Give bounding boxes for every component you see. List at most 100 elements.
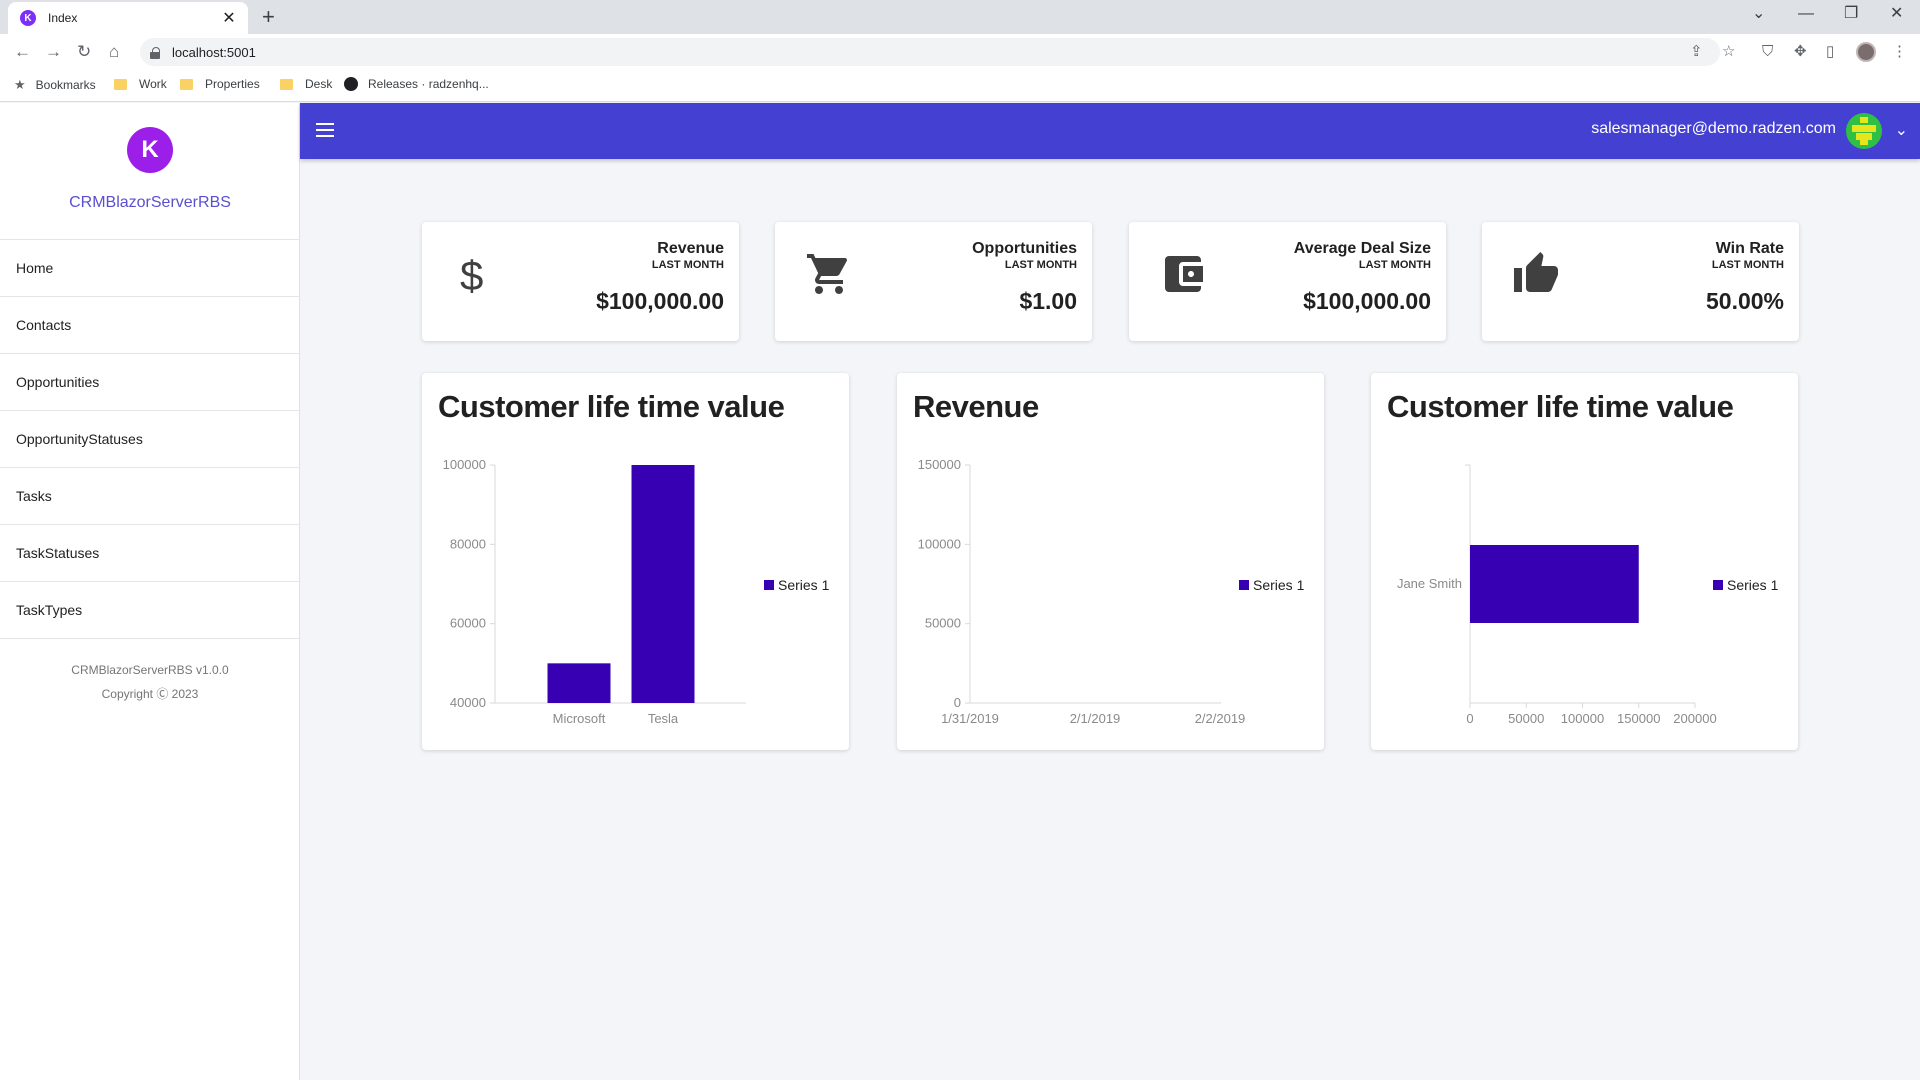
app-name: CRMBlazorServerRBS (69, 194, 231, 211)
sidebar-item-task-statuses[interactable]: TaskStatuses (0, 525, 300, 582)
side-panel-icon[interactable]: ▯ (1826, 43, 1835, 60)
reload-icon[interactable]: ↻ (77, 42, 92, 61)
stat-subtitle: LAST MONTH (1711, 259, 1784, 271)
folder-icon (280, 78, 293, 90)
browser-tab-strip: K Index ✕ + ⌄ — ❐ ✕ (0, 0, 1920, 34)
chart-card-customer-ltv-horizontal: Customer life time value Jane Smith 0 500… (1371, 373, 1798, 750)
sidebar-item-opportunity-statuses[interactable]: OpportunityStatuses (0, 411, 300, 468)
stat-card-revenue: $ Revenue LAST MONTH $100,000.00 (422, 222, 739, 341)
sidebar-menu: Home Contacts Opportunities OpportunityS… (0, 239, 300, 639)
bookmark-label: Properties (205, 77, 260, 91)
stat-card-win-rate: Win Rate LAST MONTH 50.00% (1482, 222, 1799, 341)
folder-icon (114, 78, 127, 90)
hamburger-menu-icon[interactable] (316, 123, 334, 137)
bar-jane-smith (1470, 545, 1639, 623)
chart-card-customer-ltv: Customer life time value 100000 80000 6000… (422, 373, 849, 750)
share-icon[interactable]: ⇪ (1690, 43, 1703, 60)
chevron-down-icon[interactable]: ⌄ (1894, 122, 1908, 139)
stat-card-average-deal-size: Average Deal Size LAST MONTH $100,000.00 (1129, 222, 1446, 341)
x-tick-label: 50000 (1508, 711, 1544, 726)
x-tick-label: Microsoft (553, 711, 606, 726)
legend-swatch (1713, 580, 1723, 590)
minimize-icon[interactable]: — (1798, 5, 1814, 22)
sidebar-item-tasks[interactable]: Tasks (0, 468, 300, 525)
y-tick-label: 100000 (443, 457, 486, 472)
x-tick-label: 1/31/2019 (941, 711, 999, 726)
customer-ltv-bar-chart: 100000 80000 60000 40000 Microsoft Tesla Ser… (443, 457, 830, 726)
folder-icon (180, 78, 193, 90)
chart-card-revenue: Revenue 150000 100000 50000 0 1/31/2019 2/1/… (897, 373, 1324, 750)
stat-title: Average Deal Size (1293, 240, 1431, 257)
x-tick-label: 0 (1466, 711, 1473, 726)
stat-subtitle: LAST MONTH (651, 259, 724, 271)
app-logo-icon: K (127, 127, 173, 173)
x-tick-label: 150000 (1617, 711, 1660, 726)
stat-subtitle: LAST MONTH (1358, 259, 1431, 271)
bookmark-item-desk[interactable]: Desk (280, 77, 332, 91)
more-menu-icon[interactable]: ⋮ (1892, 43, 1907, 60)
bookmark-label: Work (139, 77, 167, 91)
sidebar-item-opportunities[interactable]: Opportunities (0, 354, 300, 411)
github-icon (344, 77, 358, 91)
browser-tab[interactable]: K Index ✕ (8, 2, 248, 34)
address-input[interactable]: localhost:5001 (140, 38, 1720, 66)
stat-title: Opportunities (972, 240, 1077, 257)
y-tick-label: 0 (954, 695, 961, 710)
new-tab-icon[interactable]: + (262, 4, 275, 29)
user-email[interactable]: salesmanager@demo.radzen.com (1591, 120, 1836, 137)
app-header: salesmanager@demo.radzen.com ⌄ (300, 103, 1920, 159)
wallet-icon (1165, 256, 1203, 292)
tab-search-icon[interactable]: ⌄ (1752, 5, 1766, 22)
chart-title: Customer life time value (438, 389, 785, 424)
legend-swatch (1239, 580, 1249, 590)
sidebar-item-task-types[interactable]: TaskTypes (0, 582, 300, 639)
user-avatar[interactable] (1846, 113, 1882, 149)
y-tick-label: 40000 (450, 695, 486, 710)
customer-ltv-horizontal-bar-chart: Jane Smith 0 50000 100000 150000 200000 Seri… (1397, 464, 1779, 726)
shield-extension-icon[interactable]: ⛉ (1762, 43, 1774, 60)
sidebar-item-contacts[interactable]: Contacts (0, 297, 300, 354)
restore-icon[interactable]: ❐ (1844, 5, 1859, 22)
bookmark-item-work[interactable]: Work (114, 77, 167, 91)
bookmark-label: Releases · radzenhq... (368, 77, 489, 91)
back-icon[interactable]: ← (14, 42, 31, 61)
revenue-line-chart: 150000 100000 50000 0 1/31/2019 2/1/2019 2/2/… (918, 457, 1305, 726)
bookmark-item-properties[interactable]: Properties (180, 77, 260, 91)
app-favicon-icon: K (20, 10, 36, 26)
legend-label: Series 1 (778, 577, 830, 593)
stat-value: $1.00 (1019, 288, 1077, 314)
close-tab-icon[interactable]: ✕ (222, 10, 236, 27)
bar-tesla (631, 465, 695, 703)
x-tick-label: Tesla (648, 711, 679, 726)
home-icon[interactable]: ⌂ (109, 42, 120, 61)
copyright: Copyright Ⓒ 2023 (101, 687, 199, 701)
svg-text:$: $ (460, 252, 483, 298)
forward-icon[interactable]: → (45, 42, 62, 61)
sidebar-item-home[interactable]: Home (0, 240, 300, 297)
bookmarks-bar: ★ Bookmarks Work Properties Desk Release… (0, 70, 1920, 102)
legend-swatch (764, 580, 774, 590)
bookmark-label: Desk (305, 77, 333, 91)
stat-value: $100,000.00 (1303, 288, 1431, 314)
bookmark-item-bookmarks[interactable]: ★ Bookmarks (14, 77, 96, 93)
stat-title: Win Rate (1715, 240, 1784, 257)
star-icon: ★ (14, 77, 26, 92)
stat-subtitle: LAST MONTH (1004, 259, 1077, 271)
x-tick-label: 2/2/2019 (1195, 711, 1246, 726)
tab-title: Index (48, 11, 78, 25)
lock-icon[interactable] (150, 46, 160, 59)
thumb-up-icon (1514, 252, 1558, 292)
x-tick-label: 200000 (1673, 711, 1716, 726)
address-bar-row: ← → ↻ ⌂ localhost:5001 ⇪ ☆ ⛉ ✥ ▯ ⋮ (0, 34, 1920, 70)
bookmark-star-icon[interactable]: ☆ (1722, 43, 1736, 60)
chart-title: Revenue (913, 389, 1039, 424)
y-tick-label: 60000 (450, 616, 486, 631)
y-tick-label: 150000 (918, 457, 961, 472)
app-version: CRMBlazorServerRBS v1.0.0 (71, 663, 229, 677)
y-tick-label: 50000 (925, 616, 961, 631)
close-window-icon[interactable]: ✕ (1890, 5, 1904, 22)
bookmark-item-releases[interactable]: Releases · radzenhq... (344, 77, 489, 91)
profile-avatar[interactable] (1856, 42, 1876, 62)
extensions-icon[interactable]: ✥ (1794, 43, 1807, 60)
y-tick-label: 80000 (450, 536, 486, 551)
